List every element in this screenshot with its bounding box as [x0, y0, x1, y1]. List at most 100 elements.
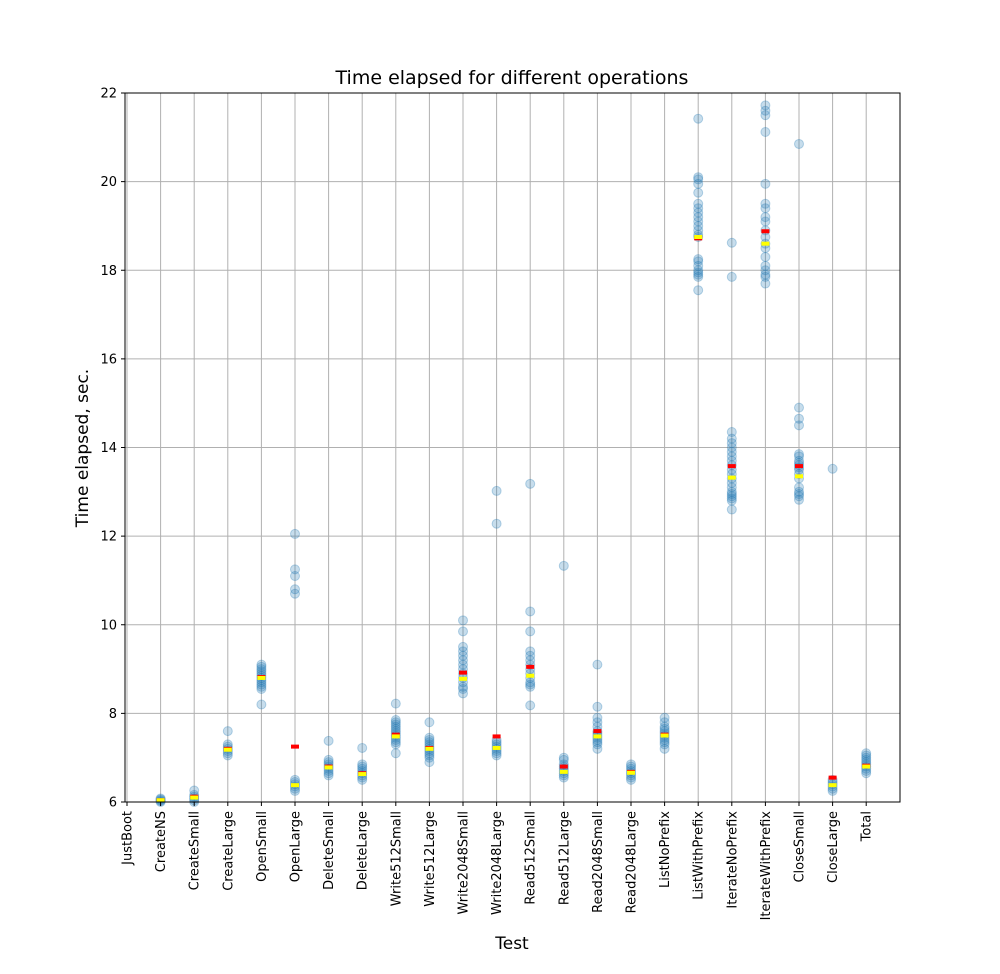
- x-tick-label: Write512Large: [423, 811, 438, 907]
- data-point: [390, 739, 401, 750]
- median-marker: [492, 745, 501, 750]
- data-point: [290, 571, 300, 582]
- median-marker: [358, 772, 367, 777]
- mean-marker: [761, 229, 770, 234]
- median-marker: [257, 675, 266, 680]
- data-point: [424, 717, 435, 728]
- data-point: [357, 742, 368, 753]
- mean-marker: [593, 729, 602, 734]
- data-point: [659, 739, 670, 750]
- median-marker: [156, 798, 165, 803]
- data-point: [794, 420, 804, 431]
- median-marker: [291, 783, 299, 788]
- data-point: [794, 413, 804, 424]
- mean-marker: [727, 464, 736, 469]
- median-marker: [660, 733, 669, 738]
- data-point: [693, 187, 704, 198]
- data-point: [726, 451, 737, 462]
- x-tick-label: Write2048Large: [490, 811, 505, 915]
- data-point: [458, 681, 468, 692]
- data-point: [861, 748, 872, 759]
- x-tick-label: DeleteLarge: [356, 811, 371, 890]
- data-point: [659, 717, 670, 728]
- data-point: [491, 518, 502, 529]
- data-point: [693, 216, 704, 227]
- median-marker: [391, 734, 400, 739]
- mean-marker: [559, 764, 568, 769]
- data-point: [693, 174, 704, 185]
- data-point: [491, 750, 502, 761]
- x-tick-label: DeleteSmall: [322, 811, 337, 890]
- data-point: [525, 646, 536, 657]
- data-point: [760, 100, 771, 111]
- data-point: [726, 442, 737, 453]
- data-point: [592, 659, 603, 670]
- data-point: [390, 748, 401, 759]
- data-point: [693, 265, 704, 276]
- data-point: [525, 679, 536, 690]
- median-marker: [761, 241, 770, 246]
- data-point: [760, 271, 771, 282]
- data-point: [760, 278, 771, 289]
- data-point: [760, 269, 771, 280]
- data-point: [458, 650, 468, 661]
- marker-layer: [156, 229, 871, 803]
- data-point: [592, 717, 603, 728]
- data-point: [458, 646, 468, 657]
- data-point: [827, 463, 838, 474]
- x-tick-label: CreateLarge: [221, 811, 236, 891]
- mean-marker: [459, 670, 467, 675]
- data-point: [794, 486, 804, 497]
- data-point: [693, 113, 704, 124]
- data-point: [256, 684, 267, 695]
- data-point: [222, 726, 233, 737]
- data-point: [323, 754, 334, 765]
- data-point: [592, 701, 603, 712]
- y-tick-label: 12: [100, 530, 117, 545]
- median-marker: [828, 783, 837, 788]
- data-point: [760, 265, 771, 276]
- median-marker: [627, 770, 635, 775]
- data-point: [693, 178, 704, 189]
- data-point: [861, 768, 872, 779]
- data-point: [760, 251, 771, 262]
- data-point: [424, 732, 435, 743]
- data-point: [390, 698, 401, 709]
- tick-layer: 6 8 10 12 14 16 18 20 22 JustBoot CreateNS CreateSm…: [100, 87, 874, 921]
- data-point: [794, 491, 804, 502]
- data-point: [626, 759, 636, 770]
- data-point: [390, 717, 401, 728]
- data-point: [693, 256, 704, 267]
- data-point: [794, 494, 804, 505]
- data-point: [726, 486, 737, 497]
- data-point: [256, 659, 267, 670]
- data-point: [726, 491, 737, 502]
- mean-marker: [795, 464, 803, 469]
- median-marker: [795, 474, 803, 479]
- data-point: [760, 212, 771, 223]
- median-marker: [559, 769, 568, 774]
- data-point: [558, 754, 569, 765]
- y-tick-label: 6: [109, 796, 117, 811]
- data-point: [726, 493, 737, 504]
- data-point: [760, 178, 771, 189]
- data-point: [458, 626, 468, 637]
- y-tick-label: 22: [100, 87, 117, 102]
- data-point: [592, 712, 603, 723]
- data-point: [525, 650, 536, 661]
- data-point: [424, 752, 435, 763]
- data-point: [794, 449, 804, 460]
- data-point: [726, 271, 737, 282]
- data-point: [659, 737, 670, 748]
- data-point: [726, 504, 737, 515]
- data-point: [458, 684, 468, 695]
- x-tick-label: CloseSmall: [793, 811, 808, 883]
- median-marker: [324, 765, 333, 770]
- median-marker: [862, 764, 871, 769]
- point-layer: [155, 100, 872, 807]
- chart-title: Time elapsed for different operations: [335, 67, 689, 89]
- x-axis-label: Test: [494, 934, 529, 954]
- y-axis-label: Time elapsed, sec.: [73, 369, 93, 528]
- y-tick-label: 10: [100, 618, 117, 633]
- data-point: [525, 681, 536, 692]
